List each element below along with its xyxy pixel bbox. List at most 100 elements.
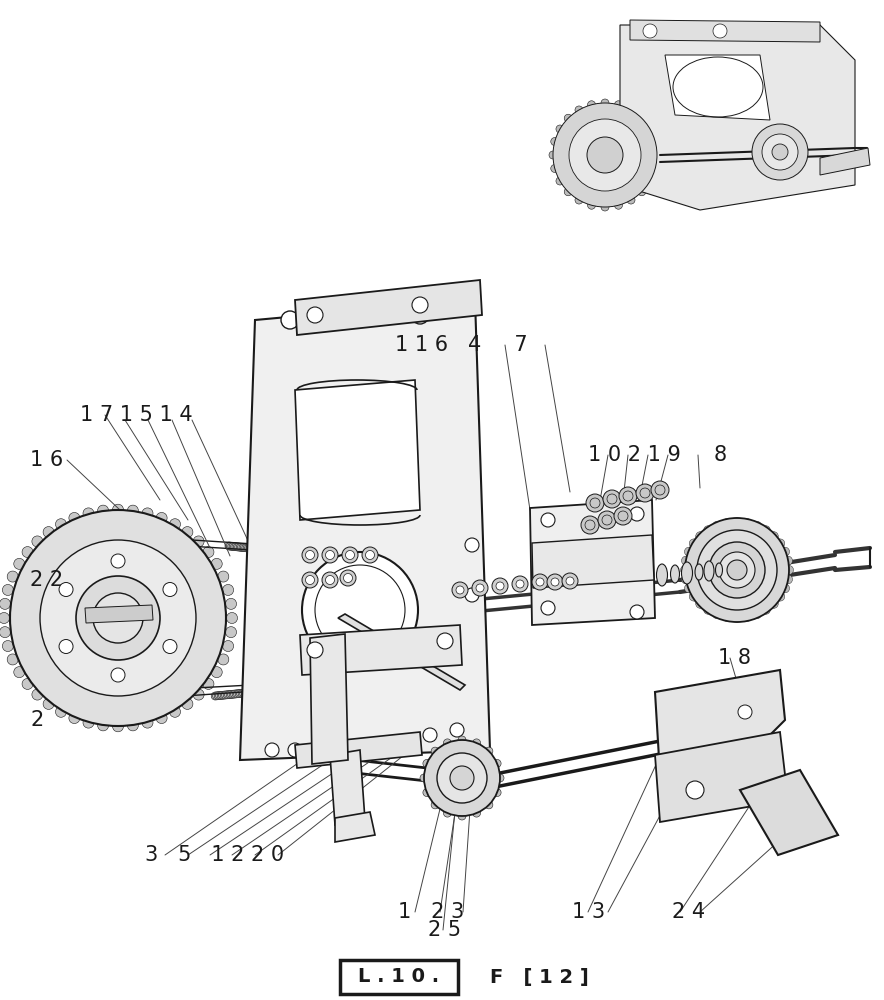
Circle shape	[265, 687, 273, 695]
Circle shape	[259, 546, 267, 554]
Circle shape	[751, 140, 757, 146]
Circle shape	[472, 580, 488, 596]
Circle shape	[722, 612, 731, 621]
Circle shape	[547, 574, 563, 590]
Circle shape	[776, 539, 785, 548]
Circle shape	[709, 542, 765, 598]
Circle shape	[240, 544, 248, 552]
Circle shape	[306, 576, 315, 584]
Circle shape	[261, 687, 269, 695]
Polygon shape	[300, 625, 462, 675]
Circle shape	[0, 612, 10, 624]
Circle shape	[424, 740, 500, 816]
Circle shape	[614, 507, 632, 525]
Circle shape	[248, 688, 255, 696]
Circle shape	[163, 582, 177, 596]
Circle shape	[325, 576, 334, 584]
Circle shape	[776, 592, 785, 601]
Circle shape	[456, 586, 464, 594]
Circle shape	[241, 689, 249, 697]
Circle shape	[556, 125, 564, 133]
Circle shape	[127, 720, 139, 731]
Circle shape	[233, 543, 241, 551]
Circle shape	[222, 691, 230, 699]
Circle shape	[220, 691, 228, 699]
Polygon shape	[532, 535, 654, 588]
Text: 1 0 2 1 9     8: 1 0 2 1 9 8	[588, 445, 728, 465]
Circle shape	[263, 687, 271, 695]
Circle shape	[800, 165, 805, 171]
Ellipse shape	[670, 565, 680, 583]
Circle shape	[182, 698, 193, 709]
Circle shape	[225, 598, 237, 609]
Circle shape	[223, 584, 233, 595]
Polygon shape	[85, 605, 153, 623]
Circle shape	[232, 690, 240, 698]
Circle shape	[760, 172, 766, 178]
Circle shape	[713, 610, 721, 619]
Circle shape	[236, 543, 244, 551]
Circle shape	[322, 572, 338, 588]
Circle shape	[225, 542, 233, 550]
Circle shape	[243, 544, 251, 552]
Circle shape	[492, 578, 508, 594]
Circle shape	[601, 203, 609, 211]
Circle shape	[255, 688, 263, 696]
Polygon shape	[820, 148, 870, 175]
Circle shape	[541, 513, 555, 527]
Circle shape	[235, 690, 243, 698]
Circle shape	[450, 723, 464, 737]
Circle shape	[217, 571, 229, 582]
Circle shape	[252, 688, 260, 696]
Circle shape	[587, 137, 623, 173]
Polygon shape	[655, 732, 788, 822]
Circle shape	[566, 577, 574, 585]
Circle shape	[156, 512, 167, 523]
Circle shape	[248, 544, 255, 552]
Circle shape	[0, 598, 11, 609]
Circle shape	[246, 689, 254, 697]
Circle shape	[255, 545, 263, 553]
Circle shape	[777, 177, 783, 183]
Circle shape	[719, 552, 755, 588]
Circle shape	[652, 164, 659, 172]
Ellipse shape	[704, 561, 714, 581]
Circle shape	[549, 151, 557, 159]
Circle shape	[627, 196, 635, 204]
Text: L . 1 0 .: L . 1 0 .	[358, 968, 439, 986]
Circle shape	[211, 558, 222, 569]
Circle shape	[264, 546, 272, 554]
Circle shape	[733, 613, 742, 622]
Circle shape	[229, 690, 237, 698]
Circle shape	[226, 612, 238, 624]
Text: 1 7 1 5 1 4: 1 7 1 5 1 4	[80, 405, 193, 425]
Circle shape	[240, 689, 248, 697]
Polygon shape	[295, 380, 420, 520]
Circle shape	[270, 547, 278, 555]
Circle shape	[646, 177, 654, 185]
Circle shape	[250, 688, 258, 696]
Circle shape	[239, 544, 247, 552]
Circle shape	[225, 627, 237, 638]
Circle shape	[420, 774, 428, 782]
Circle shape	[722, 519, 731, 528]
Circle shape	[365, 550, 375, 560]
Circle shape	[211, 692, 219, 700]
Circle shape	[769, 599, 778, 608]
Circle shape	[276, 547, 284, 555]
Circle shape	[7, 571, 19, 582]
Circle shape	[0, 627, 11, 638]
Circle shape	[431, 801, 439, 809]
Circle shape	[643, 24, 657, 38]
Circle shape	[260, 546, 268, 554]
Circle shape	[630, 605, 644, 619]
Circle shape	[231, 543, 239, 551]
Circle shape	[142, 717, 153, 728]
Circle shape	[704, 605, 713, 614]
Circle shape	[794, 126, 799, 132]
Circle shape	[551, 164, 559, 172]
Circle shape	[754, 133, 760, 139]
Circle shape	[242, 544, 250, 552]
Circle shape	[636, 484, 654, 502]
Circle shape	[259, 687, 267, 695]
